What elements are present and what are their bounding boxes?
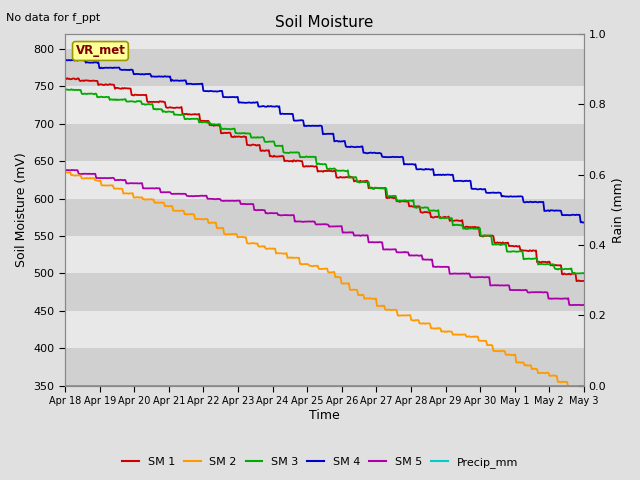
Bar: [65, 311, 584, 348]
Bar: [65, 124, 584, 161]
Text: VR_met: VR_met: [76, 45, 125, 58]
Bar: [65, 274, 584, 311]
Y-axis label: Soil Moisture (mV): Soil Moisture (mV): [15, 153, 28, 267]
Bar: [65, 199, 584, 236]
Bar: [65, 236, 584, 274]
Y-axis label: Rain (mm): Rain (mm): [612, 177, 625, 242]
Bar: [65, 49, 584, 86]
Bar: [65, 161, 584, 199]
Legend: SM 1, SM 2, SM 3, SM 4, SM 5, Precip_mm: SM 1, SM 2, SM 3, SM 4, SM 5, Precip_mm: [118, 452, 522, 472]
X-axis label: Time: Time: [309, 409, 340, 422]
Text: No data for f_ppt: No data for f_ppt: [6, 12, 100, 23]
Title: Soil Moisture: Soil Moisture: [275, 15, 374, 30]
Bar: [65, 86, 584, 124]
Bar: [65, 348, 584, 385]
